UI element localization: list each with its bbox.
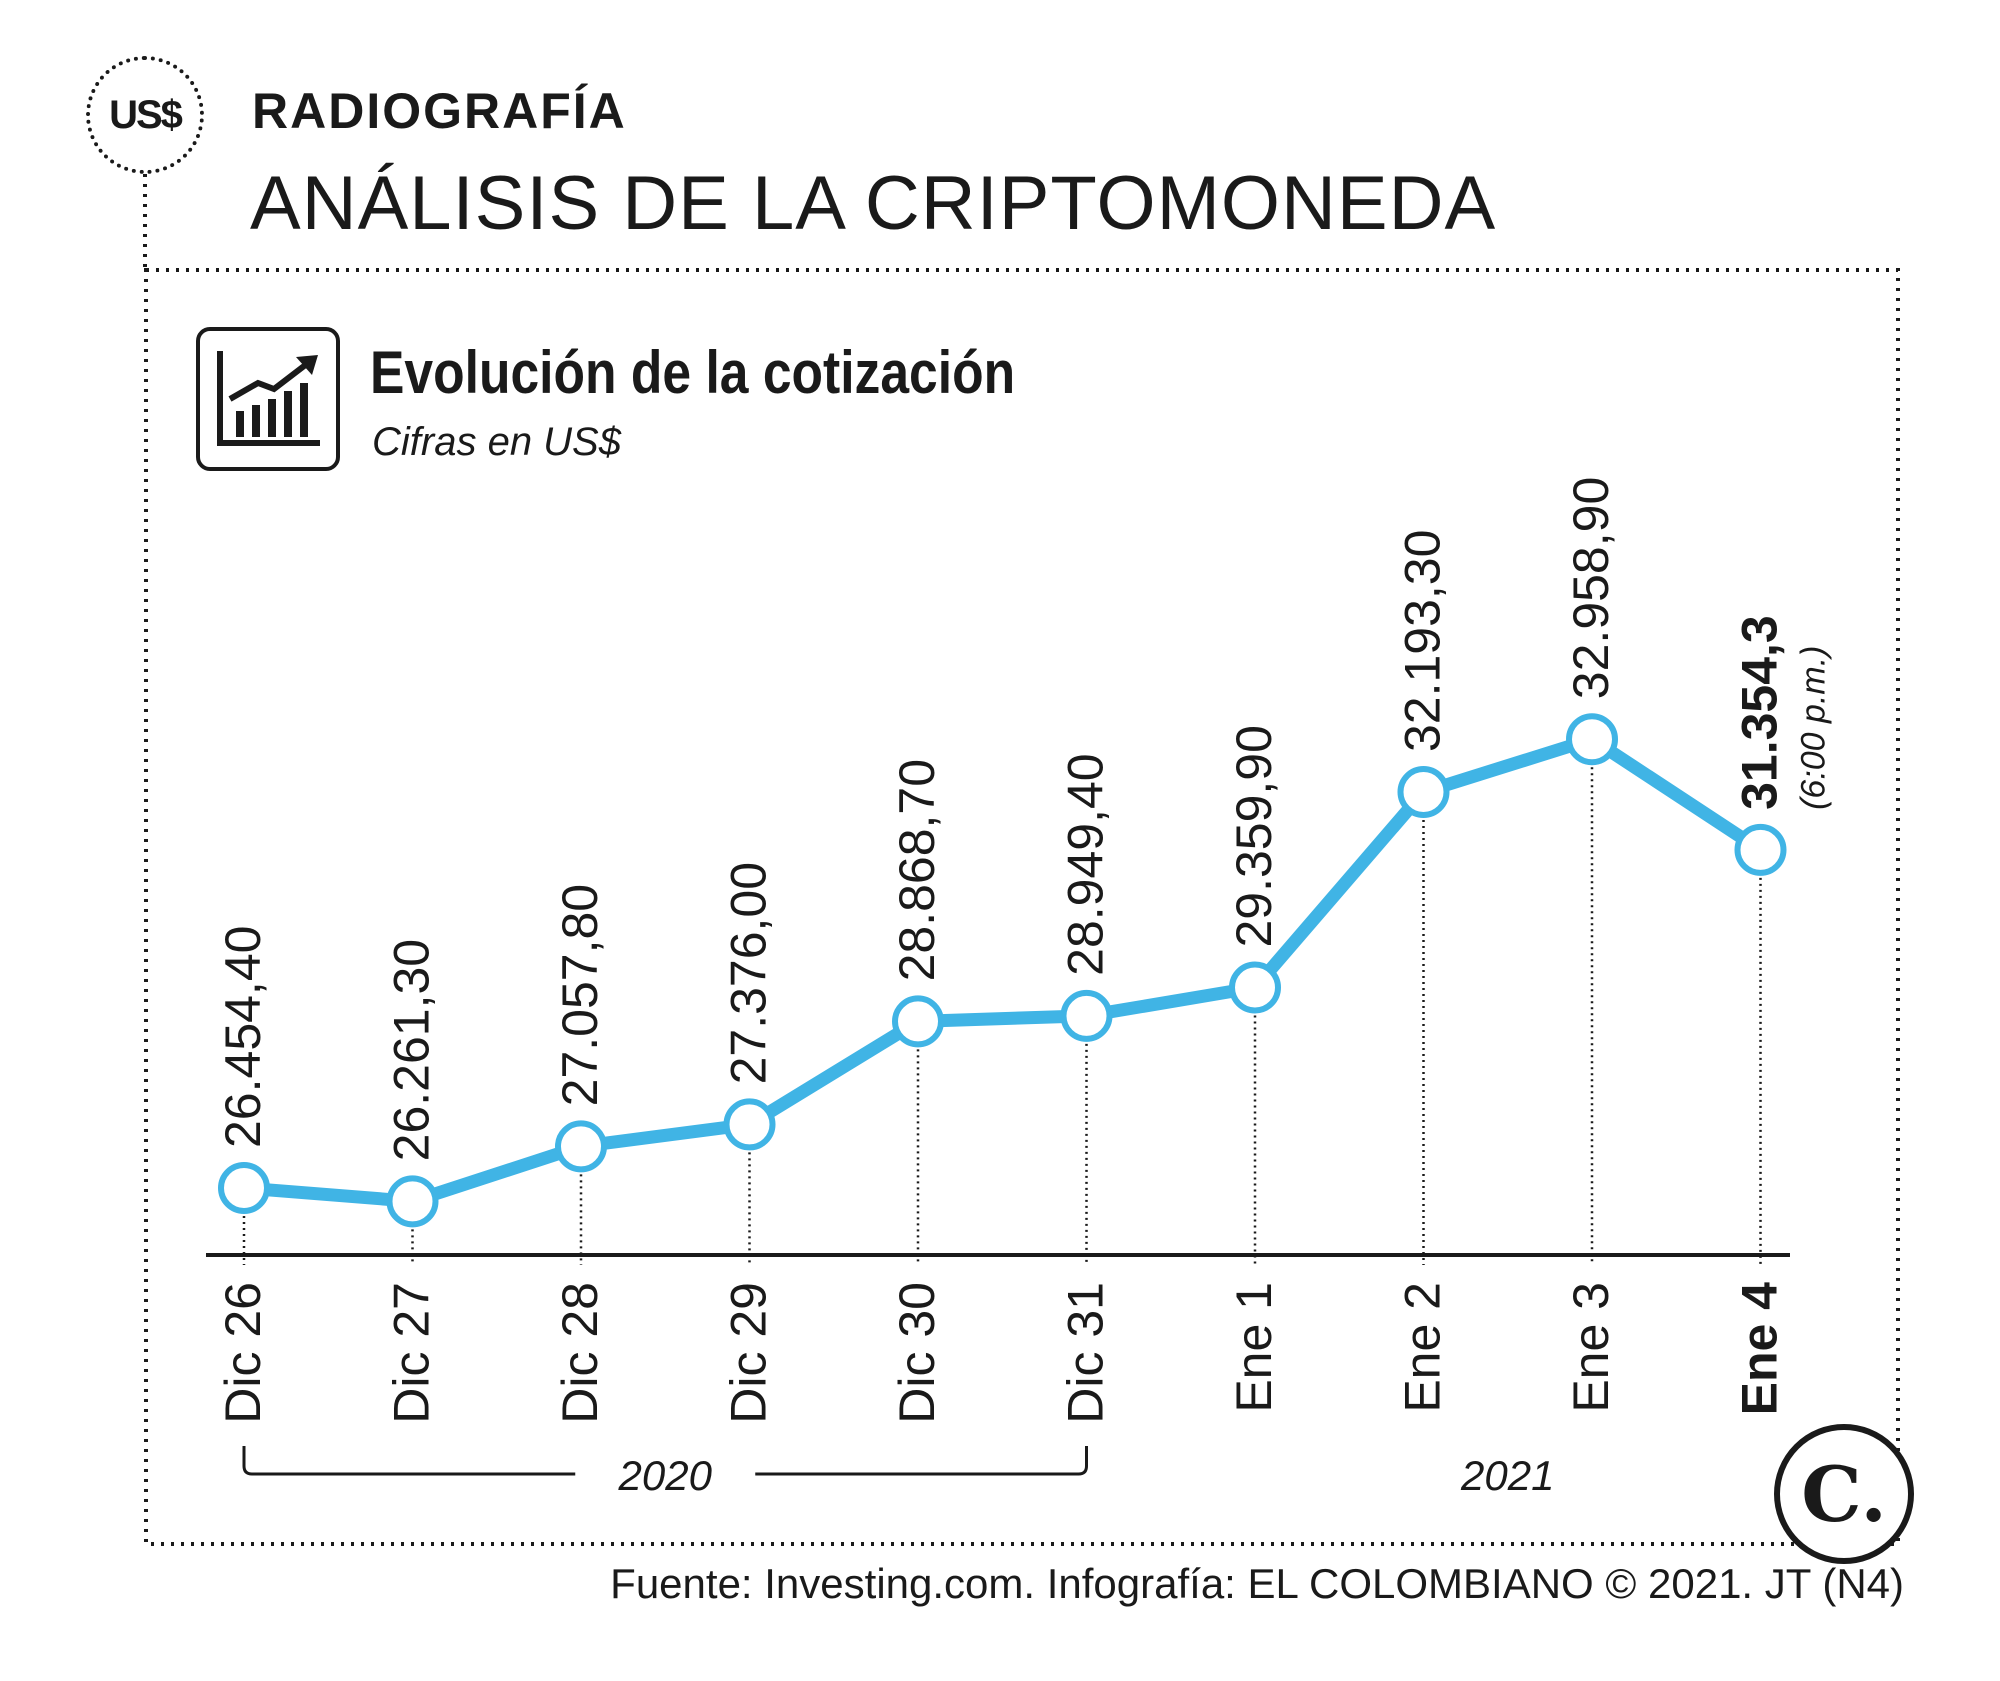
tick-label: Ene 3 <box>1563 1282 1619 1413</box>
logo-text: C. <box>1801 1449 1887 1539</box>
data-point <box>1397 766 1450 819</box>
data-point <box>892 995 944 1048</box>
tick-label: Ene 1 <box>1226 1282 1282 1413</box>
tick-label: Dic 27 <box>384 1282 440 1424</box>
badge-text: US$ <box>109 92 183 137</box>
tick-labels: Dic 26 Dic 27 Dic 28 Dic 29 Dic 30 Dic 31 Ene … <box>215 1282 1788 1424</box>
value-label: 28.949,40 <box>1058 753 1114 975</box>
source-credit: Fuente: Investing.com. Infografía: EL CO… <box>610 1560 1904 1607</box>
data-point <box>386 1175 439 1228</box>
tick-label: Ene 4 <box>1732 1282 1788 1416</box>
value-label: 27.376,00 <box>721 862 777 1084</box>
value-label: 27.057,80 <box>552 884 608 1106</box>
value-label: 29.359,90 <box>1226 725 1282 947</box>
data-point <box>1229 961 1281 1014</box>
chart-subtitle: Cifras en US$ <box>372 420 621 464</box>
year-label: 2020 <box>618 1452 713 1499</box>
value-labels: 26.454,40 26.261,30 27.057,80 27.376,00 28.8… <box>215 477 1833 1162</box>
publisher-logo: C. <box>1774 1424 1914 1564</box>
section-kicker: RADIOGRAFÍA <box>252 83 627 139</box>
guide-lines <box>242 761 1762 1265</box>
year-brackets: 2020 2021 <box>242 1446 1554 1499</box>
value-label: 32.958,90 <box>1563 477 1619 699</box>
currency-badge: US$ <box>86 56 204 174</box>
trend-chart-icon <box>196 327 340 471</box>
value-label: 28.868,70 <box>889 759 945 981</box>
data-point <box>723 1098 776 1151</box>
value-label: 32.193,30 <box>1395 530 1451 752</box>
dotted-frame <box>144 268 1900 1546</box>
tick-label: Dic 28 <box>552 1282 608 1424</box>
data-point <box>218 1162 270 1214</box>
data-point <box>1566 713 1618 766</box>
data-points <box>218 713 1787 1228</box>
value-label: 26.261,30 <box>384 939 440 1161</box>
chart-title: Evolución de la cotización <box>370 339 1016 406</box>
data-point <box>1734 823 1787 876</box>
value-label: 26.454,40 <box>215 926 271 1148</box>
data-point <box>1060 989 1113 1042</box>
tick-label: Ene 2 <box>1395 1282 1451 1413</box>
year-bracket <box>242 1446 1088 1476</box>
tick-label: Dic 31 <box>1058 1282 1114 1424</box>
value-label: 31.354,3 <box>1732 615 1788 810</box>
series-line <box>237 732 1767 1208</box>
tick-label: Dic 30 <box>889 1282 945 1424</box>
highlight-note: (6:00 p.m.) <box>1795 646 1833 810</box>
year-label: 2021 <box>1460 1452 1554 1499</box>
data-point <box>555 1120 607 1173</box>
tick-label: Dic 26 <box>215 1282 271 1424</box>
tick-label: Dic 29 <box>721 1282 777 1424</box>
page-headline: ANÁLISIS DE LA CRIPTOMONEDA <box>250 161 1497 246</box>
